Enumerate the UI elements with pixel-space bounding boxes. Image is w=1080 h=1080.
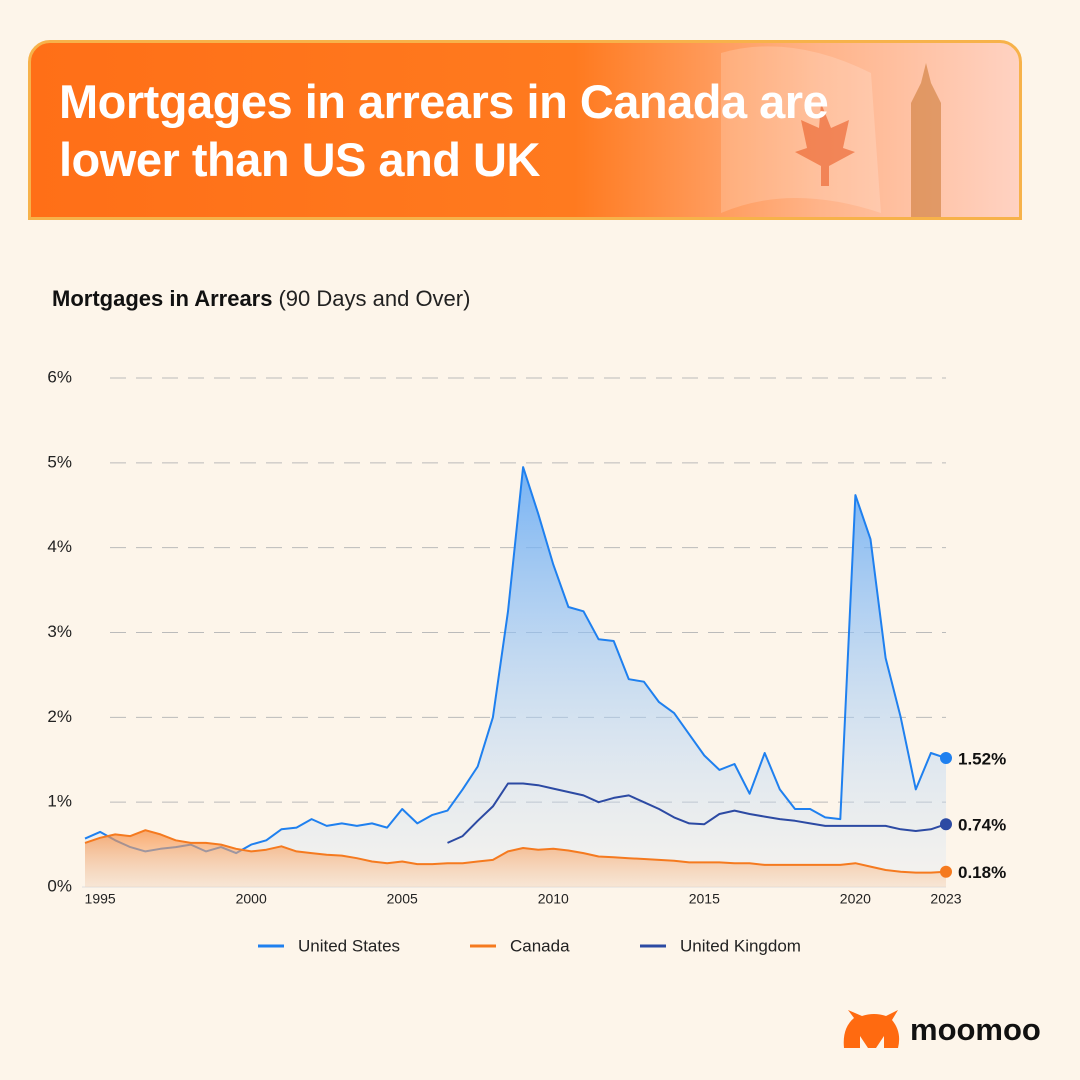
series-line (84, 829, 947, 874)
brand-name: moomoo (910, 1012, 1041, 1047)
y-tick-label: 1% (47, 792, 72, 811)
chart-subtitle: (90 Days and Over) (278, 286, 470, 311)
series-line (447, 782, 947, 844)
brand: moomoo (840, 1008, 1041, 1052)
legend-label: United Kingdom (680, 936, 801, 955)
chart-heading: Mortgages in Arrears (90 Days and Over) (52, 286, 470, 311)
value-label: 1.52% (958, 750, 1006, 769)
x-tick-label: 2015 (689, 891, 720, 907)
y-tick-label: 3% (47, 622, 72, 641)
x-tick-label: 2023 (930, 891, 961, 907)
end-dot (940, 818, 952, 831)
y-tick-label: 4% (47, 537, 72, 556)
y-tick-label: 2% (47, 707, 72, 726)
legend-label: Canada (510, 936, 570, 955)
chart-title: Mortgages in Arrears (52, 286, 272, 311)
y-tick-label: 6% (47, 367, 72, 386)
y-tick-label: 5% (47, 452, 72, 471)
x-tick-label: 2020 (840, 891, 871, 907)
end-dot (940, 752, 952, 765)
x-tick-label: 2000 (236, 891, 267, 907)
banner-art (721, 46, 941, 217)
banner-title: Mortgages in arrears in Canada are lower… (59, 75, 829, 186)
legend-label: United States (298, 936, 400, 955)
area (85, 467, 946, 887)
x-tick-label: 2010 (538, 891, 569, 907)
area (85, 830, 946, 887)
end-dot (940, 865, 952, 878)
x-tick-label: 2005 (387, 891, 418, 907)
brand-logo (843, 1010, 900, 1048)
value-label: 0.18% (958, 863, 1006, 882)
banner: Mortgages in arrears in Canada are lower… (28, 40, 1022, 220)
x-tick-label: 1995 (85, 891, 116, 907)
value-label: 0.74% (958, 816, 1006, 835)
chart: Mortgages in Arrears (90 Days and Over) 0… (47, 286, 1006, 956)
y-tick-label: 0% (47, 876, 72, 895)
